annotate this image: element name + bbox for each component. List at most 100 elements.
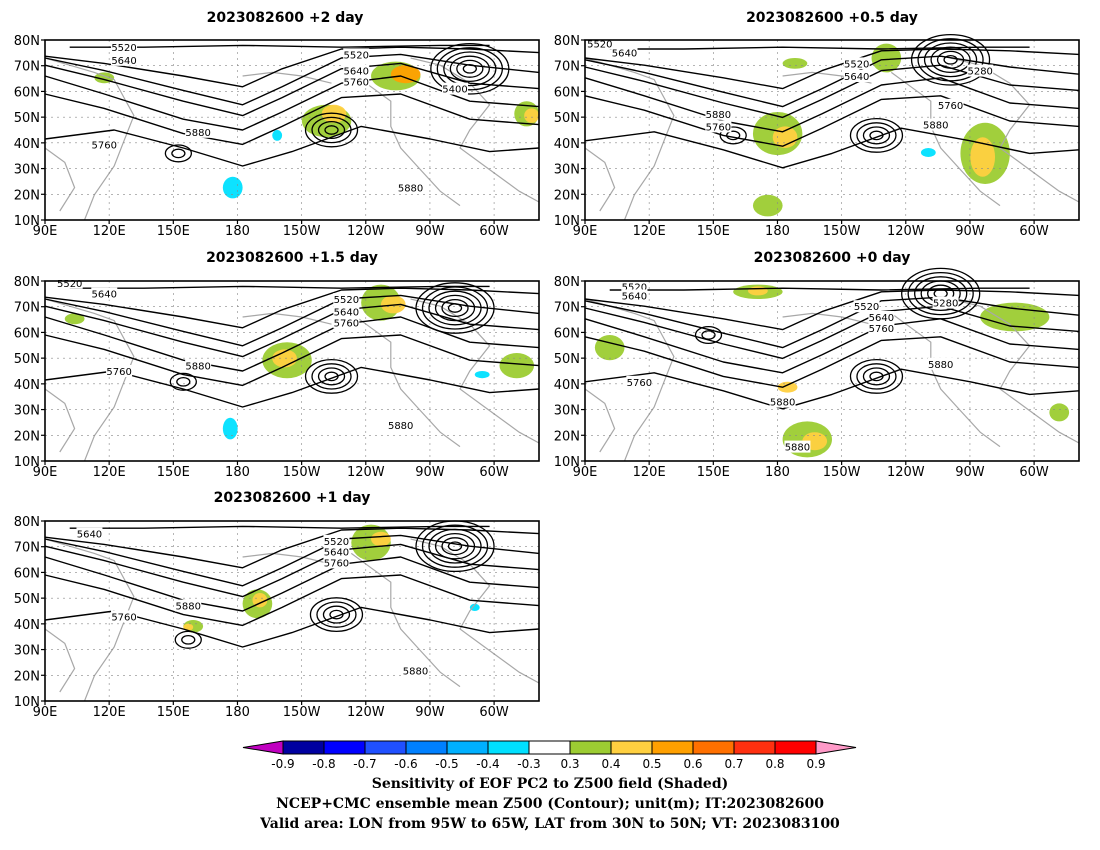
lat-label: 30N (14, 163, 40, 178)
lat-label: 20N (14, 429, 40, 444)
colorbar-triangle-high (815, 740, 857, 755)
closed-contour (324, 125, 339, 135)
contour-label: 5880 (185, 362, 210, 373)
lon-label: 180 (765, 465, 790, 480)
contour-label: 5760 (706, 122, 731, 133)
lon-label: 150E (697, 465, 730, 480)
contour-label-bg (784, 440, 811, 453)
closed-contour (462, 63, 477, 74)
lat-label: 10N (554, 214, 580, 229)
lon-label: 120W (347, 705, 385, 720)
coastline (44, 388, 76, 453)
coastline (350, 71, 461, 207)
lon-label: 150W (823, 465, 861, 480)
lat-label: 40N (14, 378, 40, 393)
closed-contour (456, 59, 484, 78)
contour-label-bg (76, 527, 103, 540)
height-contour (69, 285, 490, 289)
sensitivity-shade (782, 58, 808, 69)
closed-contour (171, 148, 186, 159)
lon-label: 150W (283, 705, 321, 720)
sensitivity-shade (64, 313, 85, 325)
lon-label: 120E (93, 705, 126, 720)
height-contour (584, 289, 1080, 331)
colorbar-tick-label: -0.6 (394, 757, 417, 771)
lon-label: 60W (479, 465, 509, 480)
coastline (782, 312, 872, 325)
contour-label: 5640 (844, 72, 869, 83)
closed-contour (726, 130, 741, 141)
footer-line-1: Sensitivity of EOF PC2 to Z500 field (Sh… (371, 776, 729, 792)
closed-contour (862, 367, 891, 386)
contour-label: 5880 (388, 421, 413, 432)
closed-contour (415, 282, 495, 334)
lat-label: 20N (14, 669, 40, 684)
contour-label-bg (922, 118, 949, 131)
lat-label: 40N (554, 378, 580, 393)
contour-label-bg (868, 311, 895, 323)
lon-label: 90W (415, 705, 445, 720)
height-contour (584, 336, 1080, 388)
contour-label: 5880 (185, 128, 210, 139)
sensitivity-shade (752, 194, 783, 217)
closed-contour (421, 524, 489, 568)
map-frame (44, 520, 540, 702)
height-contour (584, 305, 1080, 360)
lon-label: 180 (225, 224, 250, 239)
height-contour (584, 95, 1080, 147)
contour-label-bg (343, 64, 370, 77)
lat-label: 30N (554, 163, 580, 178)
colorbar-tick-label: 0.8 (765, 757, 784, 771)
lat-label: 20N (14, 188, 40, 203)
contour-label: 5520 (324, 537, 349, 548)
contour-label-bg (91, 287, 118, 300)
coastline (584, 388, 616, 453)
contour-label-bg (967, 64, 994, 77)
height-contour (44, 366, 540, 408)
panel-title: 2023082600 +1 day (214, 490, 371, 506)
closed-contour (441, 537, 469, 556)
colorbar-segment (487, 740, 530, 755)
contour-label-bg (111, 53, 138, 66)
height-contour (44, 556, 540, 612)
lon-label: 150W (823, 224, 861, 239)
lon-label: 120W (347, 465, 385, 480)
lat-label: 80N (14, 34, 40, 49)
lat-label: 80N (554, 275, 580, 290)
contour-label-bg (402, 664, 429, 677)
contour-label: 5520 (622, 282, 647, 293)
coastline (584, 57, 675, 221)
lat-label: 20N (554, 188, 580, 203)
contour-label: 5640 (612, 49, 637, 60)
closed-contour (181, 634, 196, 645)
panel-title: 2023082600 +0 day (754, 250, 911, 266)
closed-contour (441, 298, 469, 318)
coastline (44, 147, 76, 212)
lon-label: 180 (765, 224, 790, 239)
lat-label: 50N (14, 592, 40, 607)
contour-label-bg (853, 300, 880, 313)
height-contour (44, 125, 540, 167)
closed-contour (449, 55, 490, 83)
contour-label-bg (323, 534, 350, 547)
contour-label-bg (333, 293, 360, 305)
coastline (410, 298, 540, 444)
lat-label: 70N (14, 541, 40, 556)
closed-contour (447, 541, 463, 552)
colorbar-tick-label: 0.5 (642, 757, 661, 771)
lat-label: 60N (14, 326, 40, 341)
lat-label: 80N (14, 275, 40, 290)
lat-label: 60N (554, 85, 580, 100)
closed-contour (869, 130, 884, 141)
contour-label: 5880 (785, 443, 810, 454)
lon-label: 150E (157, 705, 190, 720)
lat-label: 30N (14, 404, 40, 419)
contour-label-bg (323, 556, 350, 569)
closed-contour (910, 33, 991, 86)
contour-label: 5520 (343, 50, 368, 61)
contour-label: 5880 (706, 110, 731, 121)
height-contour (584, 77, 1080, 133)
